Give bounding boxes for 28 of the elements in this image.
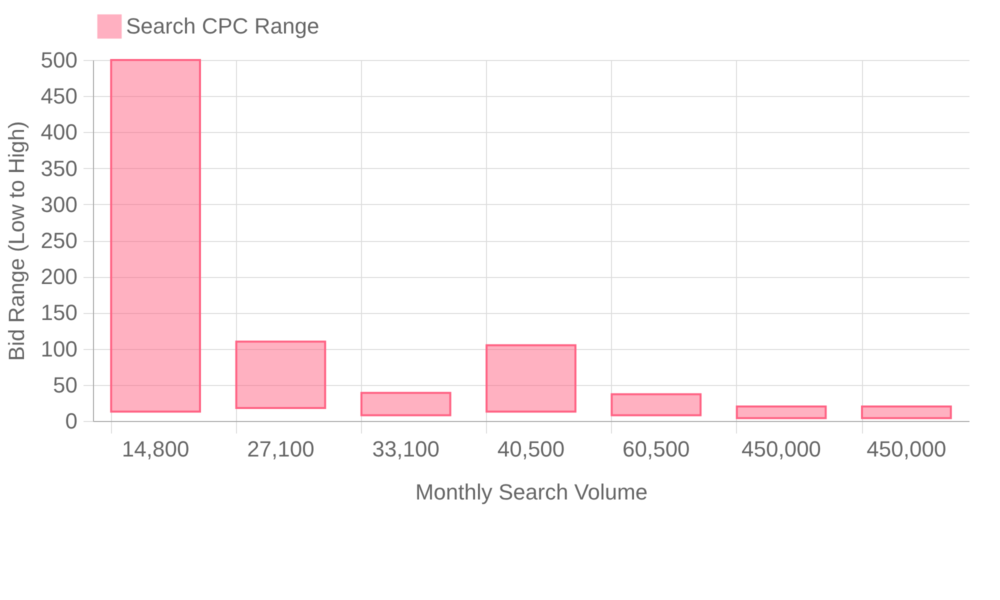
bar: [360, 392, 452, 416]
y-tick-label: 300: [40, 192, 78, 217]
x-tick-label: 33,100: [372, 436, 440, 462]
y-tick-label: 400: [40, 120, 78, 145]
y-axis-title: Bid Range (Low to High): [4, 121, 29, 361]
bar: [110, 59, 201, 413]
y-tick-label: 150: [40, 300, 78, 326]
bar: [486, 344, 576, 413]
y-tick-label: 0: [65, 408, 78, 434]
bar: [610, 393, 702, 416]
bar: [861, 406, 952, 420]
y-tick-label: 250: [40, 228, 78, 253]
y-tick-label: 200: [40, 264, 78, 290]
x-tick-label: 450,000: [742, 436, 822, 462]
y-tick-label: 50: [53, 372, 78, 398]
x-axis-title: Monthly Search Volume: [415, 480, 648, 504]
x-tick-label: 14,800: [122, 436, 190, 462]
y-tick-label: 450: [40, 84, 78, 109]
x-tick-label: 40,500: [497, 436, 565, 462]
y-tick-label: 500: [40, 48, 78, 72]
y-tick-label: 350: [40, 156, 78, 181]
x-tick-label: 60,500: [622, 436, 690, 462]
y-tick-label: 100: [40, 336, 78, 362]
bar: [736, 406, 827, 420]
x-tick-label: 27,100: [247, 436, 314, 462]
bar: [235, 340, 326, 410]
x-tick-label: 450,000: [866, 436, 946, 462]
legend-label: Search CPC Range: [126, 14, 320, 38]
